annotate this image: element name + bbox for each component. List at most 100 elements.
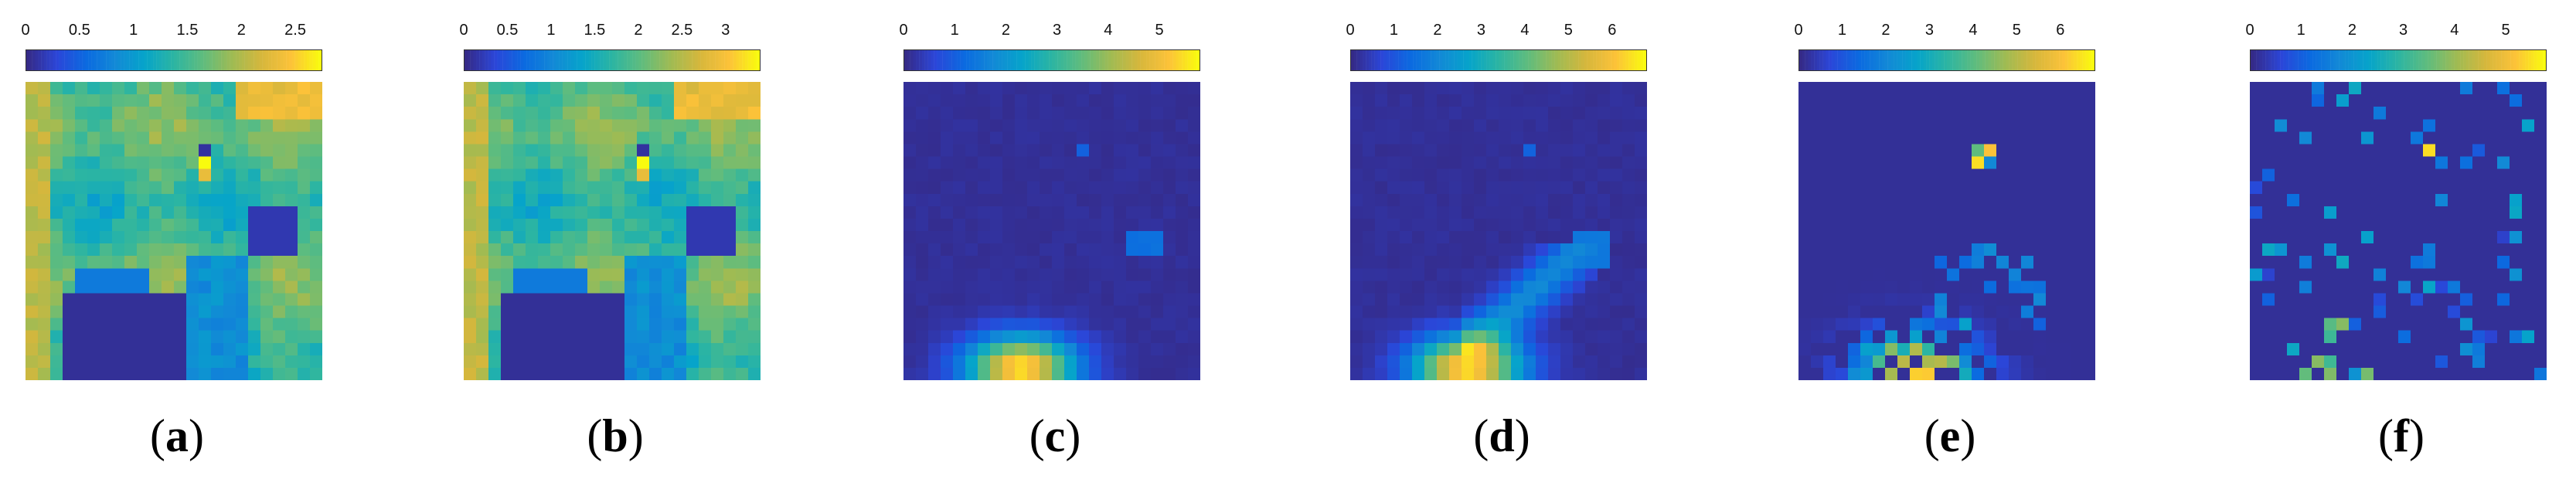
heatmap-cell bbox=[1114, 243, 1127, 257]
heatmap-cell bbox=[2336, 94, 2350, 107]
heatmap-cell bbox=[162, 131, 175, 144]
heatmap-cell bbox=[1836, 318, 1849, 331]
heatmap-cell bbox=[63, 367, 76, 380]
heatmap-cell bbox=[248, 206, 261, 219]
heatmap-cell bbox=[149, 206, 162, 219]
heatmap-cell bbox=[612, 193, 625, 207]
heatmap-cell bbox=[612, 231, 625, 244]
colorbar-step bbox=[1069, 50, 1073, 70]
heatmap-cell bbox=[699, 280, 712, 294]
heatmap-cell bbox=[1959, 355, 1972, 369]
heatmap-cell bbox=[285, 342, 298, 356]
colorbar-step bbox=[1634, 50, 1638, 70]
heatmap-cell bbox=[1350, 280, 1363, 294]
heatmap-cell bbox=[2349, 206, 2362, 219]
heatmap-cell bbox=[1424, 355, 1438, 369]
heatmap-cell bbox=[1387, 305, 1400, 318]
colorbar-step bbox=[1108, 50, 1111, 70]
heatmap-cell bbox=[1536, 181, 1549, 195]
heatmap-cell bbox=[1188, 280, 1200, 294]
heatmap-cell bbox=[1176, 330, 1189, 344]
heatmap-cell bbox=[736, 243, 749, 257]
heatmap-cell bbox=[903, 293, 917, 306]
heatmap-cell bbox=[1897, 256, 1911, 269]
heatmap-cell bbox=[1885, 367, 1898, 380]
heatmap-cell bbox=[1064, 156, 1077, 169]
heatmap-cell bbox=[2083, 218, 2095, 232]
heatmap-cell bbox=[2522, 355, 2535, 369]
heatmap-cell bbox=[2448, 268, 2461, 281]
panel-f: 0 1 2 3 4 5 (f) bbox=[2245, 0, 2556, 493]
heatmap-cell bbox=[2058, 156, 2071, 169]
colorbar-step bbox=[1578, 50, 1582, 70]
heatmap-cell bbox=[1811, 94, 1824, 107]
colorbar-step bbox=[103, 50, 107, 70]
colorbar-step bbox=[2350, 50, 2354, 70]
heatmap-cell bbox=[1984, 256, 1997, 269]
heatmap-cell bbox=[1836, 181, 1849, 195]
heatmap-cell bbox=[1972, 94, 1985, 107]
heatmap-cell bbox=[1873, 293, 1886, 306]
heatmap-cell bbox=[1959, 156, 1972, 169]
heatmap-cell bbox=[1922, 206, 1935, 219]
heatmap-cell bbox=[2021, 131, 2034, 144]
heatmap-cell bbox=[87, 330, 100, 344]
heatmap-cell bbox=[476, 206, 489, 219]
heatmap-cell bbox=[1848, 82, 1861, 95]
heatmap-cell bbox=[624, 243, 638, 257]
heatmap-cell bbox=[273, 119, 286, 132]
heatmap-cell bbox=[162, 367, 175, 380]
heatmap-cell bbox=[2497, 293, 2510, 306]
heatmap-cell bbox=[1163, 342, 1176, 356]
heatmap-cell bbox=[1798, 131, 1812, 144]
heatmap-cell bbox=[149, 342, 162, 356]
heatmap-cell bbox=[2071, 193, 2084, 207]
heatmap-cell bbox=[273, 218, 286, 232]
heatmap-cell bbox=[1015, 367, 1028, 380]
colorbar-step bbox=[230, 50, 233, 70]
heatmap-cell bbox=[990, 168, 1003, 182]
heatmap-cell bbox=[1548, 231, 1561, 244]
heatmap-cell bbox=[2324, 367, 2337, 380]
heatmap-cell bbox=[1622, 243, 1635, 257]
heatmap-cell bbox=[1188, 156, 1200, 169]
heatmap-cell bbox=[538, 355, 551, 369]
heatmap-cell bbox=[612, 318, 625, 331]
heatmap-cell bbox=[174, 156, 187, 169]
heatmap-cell bbox=[674, 94, 687, 107]
heatmap-cell bbox=[2299, 305, 2312, 318]
colorbar-step bbox=[117, 50, 121, 70]
colorbar-tick-label: 0 bbox=[2245, 22, 2254, 39]
heatmap-cell bbox=[2009, 305, 2022, 318]
heatmap-cell bbox=[1412, 206, 1425, 219]
heatmap-cell bbox=[2287, 231, 2300, 244]
heatmap-cell bbox=[723, 256, 737, 269]
heatmap-cell bbox=[723, 94, 737, 107]
heatmap-cell bbox=[2448, 231, 2461, 244]
colorbar-step bbox=[1179, 50, 1183, 70]
heatmap-cell bbox=[2046, 231, 2059, 244]
colorbar-step bbox=[1846, 50, 1850, 70]
heatmap-cell bbox=[965, 107, 978, 120]
heatmap-cell bbox=[1560, 206, 1574, 219]
heatmap-cell bbox=[1363, 280, 1376, 294]
heatmap-cell bbox=[211, 367, 224, 380]
heatmap-cell bbox=[2522, 156, 2535, 169]
heatmap-cell bbox=[1027, 268, 1040, 281]
heatmap-cell bbox=[649, 280, 662, 294]
heatmap-cell bbox=[736, 231, 749, 244]
heatmap-cell bbox=[1040, 305, 1053, 318]
heatmap-cell bbox=[1885, 342, 1898, 356]
heatmap-cell bbox=[1959, 280, 1972, 294]
heatmap-cell bbox=[941, 280, 954, 294]
heatmap-cell bbox=[1486, 82, 1499, 95]
heatmap-cell bbox=[1089, 94, 1102, 107]
heatmap-cell bbox=[186, 231, 199, 244]
heatmap-cell bbox=[662, 168, 675, 182]
heatmap-cell bbox=[1598, 206, 1611, 219]
heatmap-cell bbox=[637, 181, 650, 195]
heatmap-cell bbox=[526, 367, 539, 380]
heatmap-cell bbox=[1959, 342, 1972, 356]
heatmap-cell bbox=[87, 193, 100, 207]
heatmap-cell bbox=[1573, 193, 1586, 207]
